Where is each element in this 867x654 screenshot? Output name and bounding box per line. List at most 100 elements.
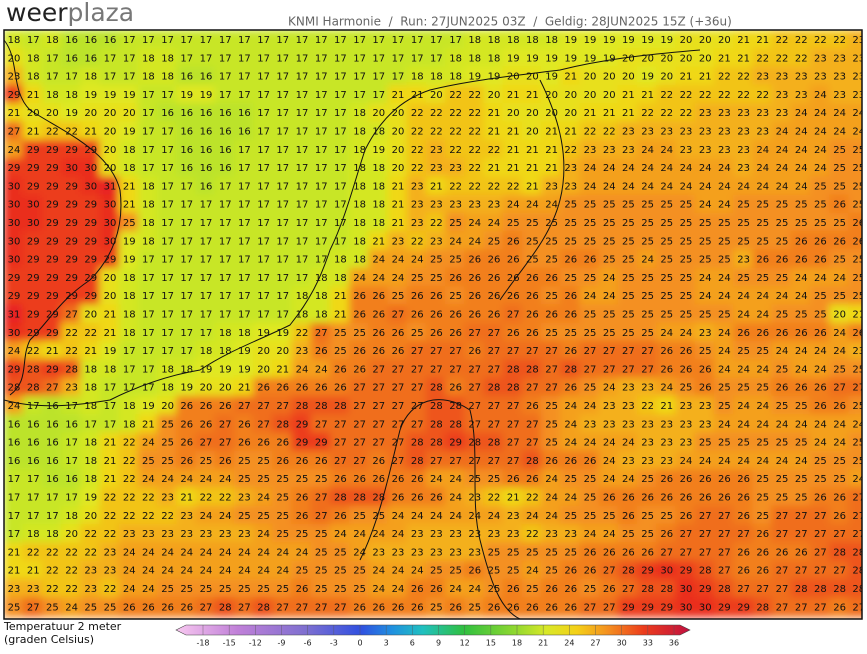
temperature-value: 26 [488,255,501,266]
temperature-value: 27 [392,438,405,449]
temperature-value: 27 [603,346,616,357]
temperature-value: 18 [315,273,328,284]
temperature-value: 26 [660,474,673,485]
temperature-cell [560,176,582,197]
temperature-value: 24 [564,438,577,449]
temperature-value: 25 [852,255,865,266]
temperature-value: 27 [238,401,251,412]
temperature-cell [157,139,179,160]
temperature-value: 19 [123,255,136,266]
temperature-value: 21 [334,310,347,321]
temperature-value: 25 [276,474,289,485]
temperature-cell [579,84,601,106]
temperature-value: 27 [65,310,78,321]
temperature-value: 24 [257,493,270,504]
temperature-value: 21 [104,438,117,449]
temperature-value: 26 [468,273,481,284]
temperature-cell [675,139,697,160]
temperature-value: 25 [680,218,693,229]
temperature-cell [310,66,332,87]
temperature-value: 27 [814,602,827,613]
temperature-value: 23 [8,584,21,595]
temperature-value: 25 [776,236,789,247]
temperature-value: 26 [718,493,731,504]
temperature-cell [752,48,774,69]
brand: weerplaza [6,0,134,27]
temperature-value: 27 [334,438,347,449]
temperature-value: 24 [756,310,769,321]
temperature-value: 28 [756,602,769,613]
temperature-value: 26 [526,291,539,302]
temperature-value: 17 [411,53,424,64]
temperature-value: 28 [507,383,520,394]
temperature-value: 25 [123,218,136,229]
temperature-cell [809,121,831,142]
temperature-value: 28 [660,584,673,595]
temperature-value: 24 [622,163,635,174]
temperature-cell [694,139,716,160]
temperature-value: 25 [680,383,693,394]
temperature-value: 23 [833,72,846,83]
temperature-value: 27 [372,419,385,430]
temperature-cell [80,66,102,87]
temperature-value: 31 [8,310,21,321]
temperature-value: 17 [8,529,21,540]
temperature-value: 25 [200,456,213,467]
temperature-value: 23 [660,438,673,449]
temperature-value: 27 [526,419,539,430]
temperature-value: 17 [27,511,40,522]
temperature-cell [176,84,198,106]
temperature-value: 25 [584,511,597,522]
temperature-value: 25 [699,346,712,357]
temperature-cell [272,121,294,142]
temperature-value: 25 [852,181,865,192]
temperature-value: 29 [8,90,21,101]
temperature-cell [80,157,102,179]
temperature-value: 18 [8,35,21,46]
temperature-cell [4,194,25,215]
temperature-value: 25 [622,328,635,339]
temperature-cell [521,66,543,87]
temperature-value: 22 [142,493,155,504]
temperature-value: 25 [603,310,616,321]
temperature-value: 17 [353,53,366,64]
temperature-value: 17 [257,35,270,46]
temperature-value: 21 [699,72,712,83]
temperature-value: 17 [219,273,232,284]
temperature-cell [157,30,179,51]
temperature-cell [176,30,198,51]
temperature-cell [713,30,735,51]
temperature-value: 25 [564,474,577,485]
temperature-value: 25 [718,218,731,229]
temperature-value: 30 [8,236,21,247]
temperature-value: 25 [737,438,750,449]
temperature-value: 17 [276,145,289,156]
temperature-value: 25 [449,566,462,577]
temperature-cell [22,157,44,179]
temperature-value: 25 [603,236,616,247]
temperature-value: 20 [104,291,117,302]
temperature-value: 28 [852,584,865,595]
temperature-value: 25 [545,419,558,430]
temperature-value: 23 [161,493,174,504]
temperature-value: 24 [449,236,462,247]
temperature-value: 26 [660,529,673,540]
temperature-value: 17 [257,255,270,266]
temperature-cell [713,139,735,160]
temperature-value: 27 [430,364,443,375]
temperature-value: 27 [507,401,520,412]
temperature-value: 28 [449,401,462,412]
temperature-cell [809,139,831,160]
temperature-cell [387,48,409,69]
temperature-value: 24 [795,163,808,174]
temperature-value: 26 [699,364,712,375]
temperature-value: 29 [27,181,40,192]
colorbar-label: 15 [486,639,496,648]
temperature-value: 26 [372,456,385,467]
temperature-value: 17 [200,53,213,64]
temperature-value: 23 [449,163,462,174]
temperature-cell [733,48,755,69]
temperature-value: 26 [353,291,366,302]
temperature-value: 23 [411,547,424,558]
temperature-value: 24 [795,127,808,138]
